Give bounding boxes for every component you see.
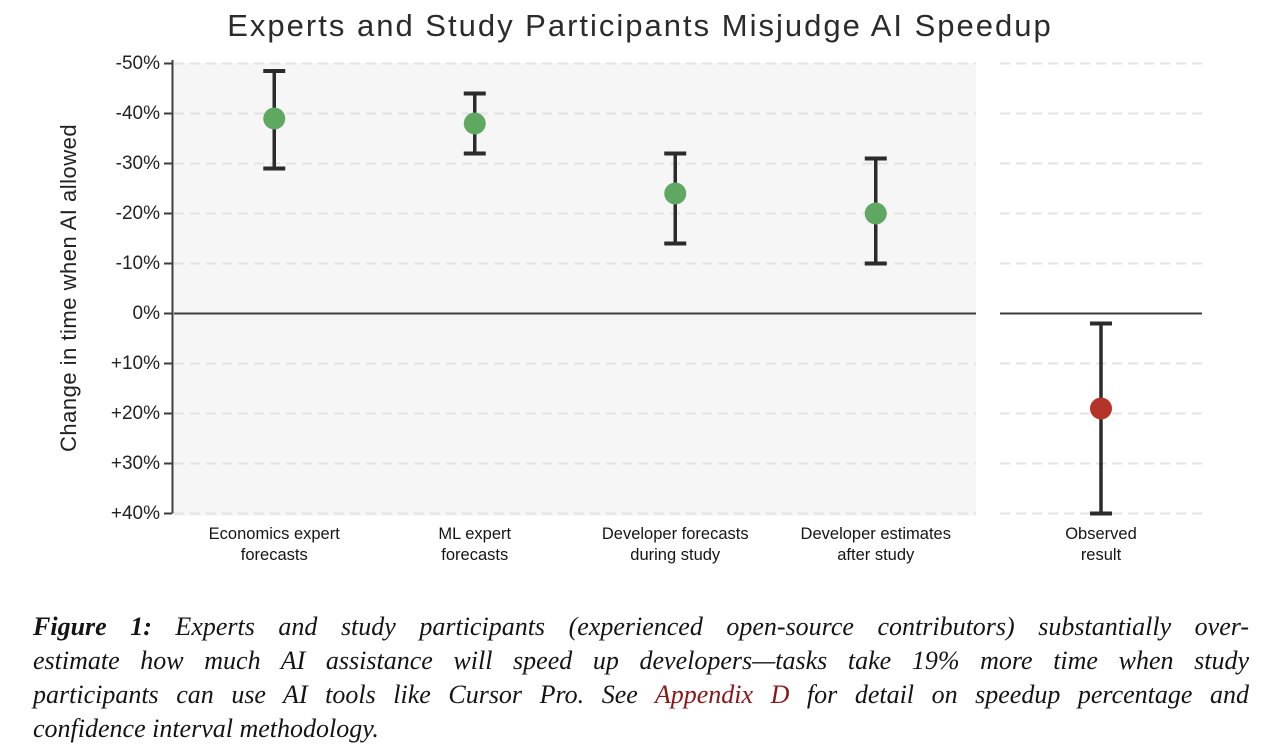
y-tick-label: +30% (110, 452, 160, 474)
caption-line: confidence interval methodology. (33, 712, 1249, 746)
appendix-d-link[interactable]: Appendix D (654, 680, 790, 709)
y-tick-label: -10% (115, 252, 160, 274)
y-tick-label: +10% (110, 352, 160, 374)
caption-text: estimate how much AI assistance will spe… (33, 646, 1249, 675)
y-tick-label: +40% (110, 502, 160, 524)
data-point-dot (864, 202, 887, 225)
caption-line: estimate how much AI assistance will spe… (33, 644, 1249, 678)
x-category-label-line: Developer forecasts (601, 525, 749, 543)
figure-caption: Figure 1: Experts and study participants… (33, 610, 1249, 746)
x-category-label: ML expert forecasts (355, 524, 595, 565)
chart-plot-area (164, 60, 1202, 516)
data-point-dot (1090, 397, 1112, 420)
x-category-label: Developer estimates after study (756, 524, 996, 565)
x-category-label-line: Economics expert (208, 525, 340, 543)
chart-title: Experts and Study Participants Misjudge … (227, 8, 1053, 43)
y-tick-label: -30% (115, 152, 160, 174)
main-panel-background (174, 63, 976, 516)
x-category-label: Developer forecasts during study (555, 524, 795, 565)
y-tick-label: +20% (110, 402, 160, 424)
y-tick-label: -40% (115, 102, 160, 124)
y-tick-label: -50% (115, 52, 160, 74)
data-point-dot (664, 182, 687, 205)
caption-line: Figure 1: Experts and study participants… (33, 610, 1249, 644)
x-category-label-line: after study (837, 545, 915, 564)
caption-text: for detail on speedup percentage and (789, 680, 1249, 709)
x-category-label-line: Observed (1065, 525, 1137, 543)
x-category-label: Observed result (981, 524, 1221, 565)
data-point-dot (263, 107, 286, 130)
data-point-dot (463, 112, 486, 135)
x-category-label-line: during study (630, 545, 721, 564)
caption-line: participants can use AI tools like Curso… (33, 678, 1249, 712)
y-tick-label: -20% (115, 202, 160, 224)
caption-text: confidence interval methodology. (33, 714, 379, 743)
x-category-label-line: result (1080, 545, 1122, 564)
x-category-label-line: forecasts (441, 545, 509, 564)
y-tick-label: 0% (132, 302, 160, 324)
caption-figure-label: Figure 1: (33, 612, 152, 641)
x-category-label: Economics expert forecasts (154, 524, 394, 565)
x-category-label-line: forecasts (240, 545, 308, 564)
x-category-label-line: ML expert (438, 525, 512, 543)
x-category-label-line: Developer estimates (800, 525, 951, 543)
caption-text: Experts and study participants (experien… (151, 612, 1250, 641)
caption-text: participants can use AI tools like Curso… (33, 680, 655, 709)
